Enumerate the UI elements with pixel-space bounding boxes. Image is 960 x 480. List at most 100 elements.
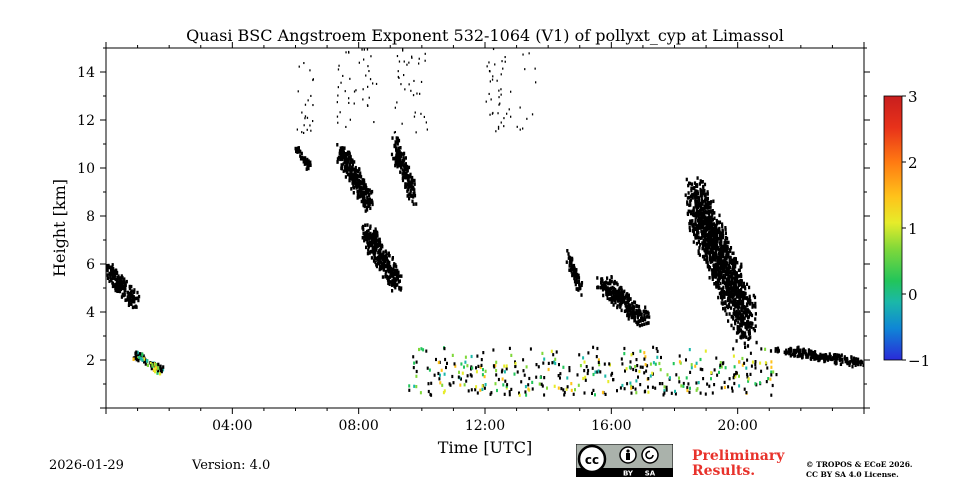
data-pixel	[575, 278, 578, 283]
data-pixel	[641, 323, 644, 327]
data-pixel	[725, 271, 728, 276]
data-pixel	[597, 358, 600, 362]
data-pixel	[787, 350, 790, 354]
data-pixel	[721, 277, 724, 282]
data-pixel	[754, 366, 757, 370]
x-tick-label: 16:00	[591, 418, 631, 434]
data-pixel	[734, 311, 737, 315]
data-pixel	[384, 272, 387, 277]
data-pixel	[702, 230, 705, 234]
data-pixel	[696, 199, 699, 204]
data-pixel	[718, 232, 721, 236]
data-pixel	[510, 90, 512, 93]
data-pixel	[789, 354, 792, 358]
data-pixel	[120, 279, 123, 283]
data-pixel	[785, 351, 788, 355]
data-pixel	[869, 364, 871, 368]
data-pixel	[484, 369, 487, 373]
data-pixel	[355, 176, 358, 181]
data-pixel	[404, 162, 407, 166]
data-pixel	[714, 275, 717, 279]
data-pixel	[712, 199, 715, 204]
data-pixel	[342, 74, 344, 77]
data-pixel	[796, 354, 799, 359]
data-pixel	[578, 353, 581, 357]
data-pixel	[372, 229, 376, 234]
data-pixel	[390, 152, 394, 157]
data-pixel	[480, 363, 483, 367]
data-pixel	[374, 235, 377, 239]
data-pixel	[488, 61, 490, 64]
data-pixel	[733, 365, 736, 369]
data-pixel	[728, 295, 731, 299]
data-pixel	[729, 274, 732, 279]
data-pixel	[384, 258, 387, 263]
data-pixel	[649, 362, 652, 366]
data-pixel	[811, 355, 814, 360]
data-pixel	[743, 341, 746, 346]
data-pixel	[369, 226, 372, 230]
colorbar-tick-label: −1	[908, 352, 930, 370]
data-pixel	[726, 284, 729, 288]
data-pixel	[643, 309, 646, 313]
data-pixel	[463, 365, 465, 369]
data-pixel	[120, 284, 123, 289]
plot-data-area	[106, 48, 871, 397]
data-pixel	[675, 373, 678, 377]
data-pixel	[115, 271, 119, 276]
data-pixel	[809, 352, 812, 356]
data-pixel	[108, 265, 111, 270]
data-pixel	[626, 294, 629, 298]
data-pixel	[362, 183, 366, 188]
data-pixel	[705, 251, 708, 255]
data-pixel	[743, 387, 746, 391]
data-pixel	[360, 188, 363, 192]
data-pixel	[749, 351, 752, 355]
data-pixel	[663, 385, 666, 389]
data-pixel	[384, 249, 387, 254]
data-pixel	[764, 347, 767, 351]
data-pixel	[852, 360, 855, 365]
data-pixel	[733, 264, 736, 268]
data-pixel	[745, 313, 748, 317]
data-pixel	[831, 357, 834, 361]
data-pixel	[719, 268, 722, 273]
data-pixel	[415, 131, 417, 134]
data-pixel	[720, 293, 723, 297]
data-pixel	[347, 158, 350, 162]
data-pixel	[128, 284, 131, 289]
data-pixel	[553, 384, 556, 388]
data-pixel	[396, 101, 398, 104]
data-pixel	[361, 236, 364, 240]
data-pixel	[363, 203, 366, 208]
data-pixel	[745, 310, 748, 314]
data-pixel	[706, 258, 709, 262]
data-pixel	[748, 285, 751, 290]
data-pixel	[723, 240, 726, 245]
data-pixel	[723, 281, 727, 286]
data-pixel	[127, 303, 130, 308]
data-pixel	[505, 364, 508, 368]
data-pixel	[409, 191, 412, 196]
data-pixel	[636, 321, 639, 325]
data-pixel	[441, 383, 444, 387]
data-pixel	[111, 263, 114, 267]
data-pixel	[568, 264, 571, 268]
data-pixel	[699, 367, 702, 371]
data-pixel	[301, 131, 303, 134]
data-pixel	[153, 367, 156, 372]
data-pixel	[736, 316, 739, 320]
data-pixel	[774, 347, 777, 351]
data-pixel	[709, 252, 712, 257]
data-pixel	[621, 290, 624, 295]
data-pixel	[118, 284, 121, 289]
data-pixel	[719, 361, 722, 365]
data-pixel	[740, 264, 743, 269]
data-pixel	[571, 257, 574, 262]
by-label: BY	[623, 470, 634, 478]
data-pixel	[721, 222, 724, 226]
data-pixel	[740, 279, 743, 283]
data-pixel	[371, 246, 374, 250]
data-pixel	[504, 60, 506, 63]
data-pixel	[337, 155, 340, 160]
